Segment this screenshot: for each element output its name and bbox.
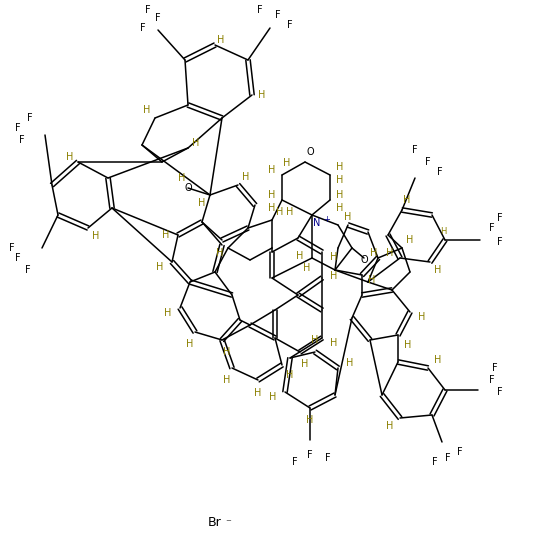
Text: F: F: [140, 23, 146, 33]
Text: H: H: [296, 251, 304, 261]
Text: F: F: [287, 20, 293, 30]
Text: F: F: [489, 223, 495, 233]
Text: H: H: [217, 35, 225, 45]
Text: H: H: [337, 175, 344, 185]
Text: H: H: [368, 275, 376, 285]
Text: H: H: [223, 375, 231, 385]
Text: F: F: [412, 145, 418, 155]
Text: H: H: [198, 198, 206, 208]
Text: O: O: [306, 147, 314, 157]
Text: H: H: [418, 312, 426, 322]
Text: H: H: [216, 248, 224, 258]
Text: H: H: [162, 230, 170, 240]
Text: F: F: [492, 363, 498, 373]
Text: F: F: [489, 375, 495, 385]
Text: Br: Br: [208, 517, 222, 529]
Text: O: O: [184, 183, 192, 193]
Text: H: H: [258, 90, 266, 100]
Text: H: H: [283, 158, 291, 168]
Text: F: F: [325, 453, 331, 463]
Text: H: H: [268, 190, 276, 200]
Text: H: H: [286, 207, 293, 217]
Text: H: H: [254, 388, 262, 398]
Text: H: H: [337, 203, 344, 213]
Text: F: F: [19, 135, 25, 145]
Text: H: H: [440, 228, 446, 236]
Text: F: F: [437, 167, 443, 177]
Text: H: H: [337, 162, 344, 172]
Text: H: H: [337, 190, 344, 200]
Text: H: H: [192, 138, 200, 148]
Text: H: H: [276, 207, 283, 217]
Text: H: H: [404, 340, 411, 350]
Text: F: F: [15, 123, 21, 133]
Text: H: H: [386, 421, 394, 431]
Text: H: H: [223, 347, 231, 357]
Text: F: F: [497, 213, 503, 223]
Text: F: F: [497, 387, 503, 397]
Text: H: H: [242, 172, 250, 182]
Text: F: F: [15, 253, 21, 263]
Text: F: F: [257, 5, 263, 15]
Text: H: H: [311, 335, 319, 345]
Text: H: H: [306, 415, 314, 425]
Text: H: H: [344, 212, 352, 222]
Text: H: H: [92, 231, 100, 241]
Text: N: N: [313, 218, 321, 228]
Text: F: F: [27, 113, 33, 123]
Text: H: H: [164, 308, 172, 318]
Text: F: F: [275, 10, 281, 20]
Text: H: H: [304, 263, 311, 273]
Text: F: F: [307, 450, 313, 460]
Text: H: H: [269, 392, 277, 402]
Text: H: H: [434, 355, 442, 365]
Text: H: H: [370, 248, 378, 258]
Text: H: H: [67, 152, 74, 162]
Text: H: H: [301, 359, 309, 369]
Text: F: F: [497, 237, 503, 247]
Text: H: H: [330, 252, 338, 262]
Text: O: O: [360, 255, 368, 265]
Text: H: H: [186, 339, 193, 349]
Text: F: F: [25, 265, 31, 275]
Text: F: F: [432, 457, 438, 467]
Text: ⁻: ⁻: [225, 518, 231, 528]
Text: F: F: [425, 157, 431, 167]
Text: H: H: [406, 235, 414, 245]
Text: H: H: [157, 262, 164, 272]
Text: H: H: [330, 338, 338, 348]
Text: H: H: [386, 248, 394, 258]
Text: F: F: [292, 457, 298, 467]
Text: H: H: [286, 370, 293, 380]
Text: H: H: [178, 173, 186, 183]
Text: H: H: [330, 271, 338, 281]
Text: F: F: [145, 5, 151, 15]
Text: F: F: [9, 243, 15, 253]
Text: H: H: [403, 195, 411, 205]
Text: F: F: [445, 453, 451, 463]
Text: H: H: [268, 165, 276, 175]
Text: +: +: [324, 215, 330, 224]
Text: H: H: [347, 358, 354, 368]
Text: F: F: [457, 447, 463, 457]
Text: F: F: [155, 13, 161, 23]
Text: H: H: [434, 265, 442, 275]
Text: H: H: [143, 105, 151, 115]
Text: H: H: [268, 203, 276, 213]
